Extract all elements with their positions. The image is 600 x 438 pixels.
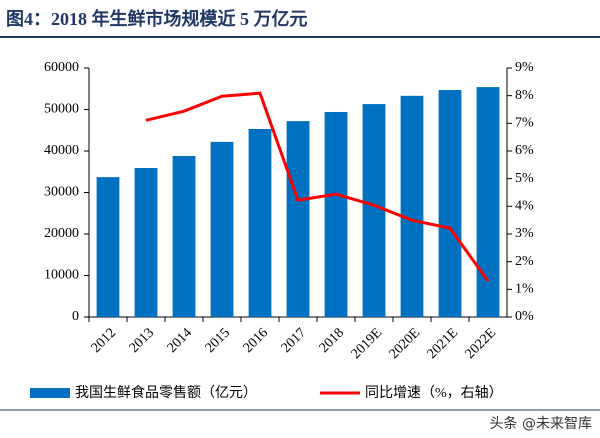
bar <box>438 89 462 318</box>
y2-tick-label: 6% <box>515 143 534 158</box>
y-tick-label: 10000 <box>44 268 79 283</box>
y2-tick-label: 2% <box>515 254 534 269</box>
y2-tick-label: 0% <box>515 309 534 324</box>
legend-label: 我国生鲜食品零售额（亿元） <box>75 384 257 401</box>
y-tick-label: 50000 <box>44 102 79 117</box>
bar <box>362 104 386 317</box>
y2-tick-label: 8% <box>515 88 534 103</box>
chart-title: 图4：2018 年生鲜市场规模近 5 万亿元 <box>6 8 308 29</box>
bar <box>476 87 500 317</box>
y-tick-label: 0 <box>72 309 79 324</box>
x-tick-label: 2015 <box>203 325 233 355</box>
line <box>145 91 490 282</box>
y-tick-label: 20000 <box>44 226 79 241</box>
watermark: 头条 @未来智库 <box>490 415 592 432</box>
bar <box>400 95 424 318</box>
y-tick-label: 30000 <box>44 185 79 200</box>
x-tick-label: 2013 <box>127 325 157 355</box>
y2-tick-label: 9% <box>515 60 534 75</box>
y2-tick-label: 1% <box>515 282 534 297</box>
bar <box>96 177 120 317</box>
y2-tick-label: 5% <box>515 171 534 186</box>
bar <box>134 168 158 317</box>
bar <box>172 155 196 317</box>
x-tick-label: 2014 <box>165 325 195 355</box>
x-tick-label: 2019E <box>349 325 385 361</box>
y2-tick-label: 3% <box>515 226 534 241</box>
x-tick-label: 2017 <box>279 325 309 355</box>
bar <box>210 141 234 317</box>
bar <box>286 121 310 318</box>
y-tick-label: 40000 <box>44 143 79 158</box>
y2-tick-label: 4% <box>515 199 534 214</box>
legend-swatch <box>30 388 70 398</box>
bar <box>324 111 348 318</box>
x-tick-label: 2020E <box>387 325 423 361</box>
x-tick-label: 2016 <box>241 325 271 355</box>
x-tick-label: 2012 <box>89 325 119 355</box>
x-tick-label: 2021E <box>425 325 461 361</box>
x-tick-label: 2022E <box>463 325 499 361</box>
y-tick-label: 60000 <box>44 60 79 75</box>
bar <box>248 129 272 317</box>
x-tick-label: 2018 <box>317 325 347 355</box>
y2-tick-label: 7% <box>515 116 534 131</box>
legend-label: 同比增速（%，右轴） <box>365 385 503 401</box>
